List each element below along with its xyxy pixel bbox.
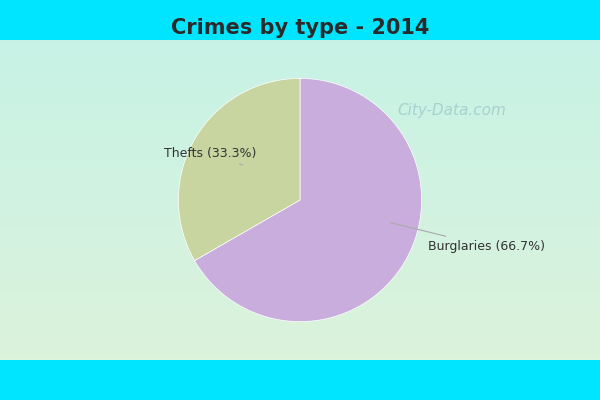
Wedge shape (178, 78, 300, 260)
Text: Burglaries (66.7%): Burglaries (66.7%) (390, 222, 545, 253)
Wedge shape (194, 78, 422, 322)
Text: City-Data.com: City-Data.com (398, 103, 507, 118)
Text: Thefts (33.3%): Thefts (33.3%) (164, 147, 256, 165)
Text: Crimes by type - 2014: Crimes by type - 2014 (171, 18, 429, 38)
